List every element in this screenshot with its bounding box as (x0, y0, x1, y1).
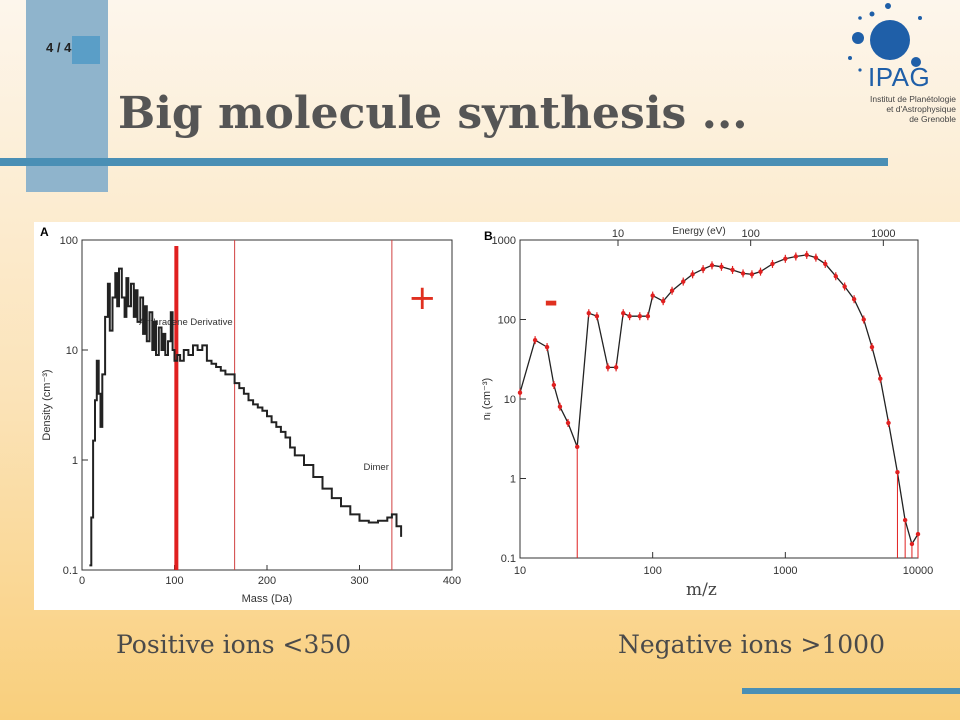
chart-positive-ions: A 0 100 200 300 400 0.1 1 10 100 Mass (Da) Density … (40, 225, 461, 605)
data-point (878, 376, 883, 381)
data-point (895, 470, 900, 475)
y-tick-label: 10 (66, 345, 78, 357)
ion-density-series (519, 254, 919, 546)
data-point (709, 263, 715, 268)
caption-positive-ions: Positive ions <350 (116, 630, 352, 659)
data-point (565, 420, 571, 426)
data-point (681, 279, 686, 284)
y-tick-label: 10 (504, 394, 516, 406)
y-tick-label: 100 (60, 235, 78, 247)
data-point (575, 444, 580, 450)
top-x-tick-label: 100 (741, 228, 759, 240)
title-rule (0, 158, 888, 166)
data-point (804, 252, 809, 258)
panel-label: B (484, 229, 493, 243)
data-point (637, 314, 643, 319)
data-point (851, 297, 857, 302)
data-point (586, 311, 591, 316)
data-point (557, 404, 563, 409)
x-axis-label: Mass (Da) (242, 593, 293, 605)
x-tick-label: 0 (79, 575, 85, 587)
data-point (594, 314, 600, 319)
density-series (89, 267, 403, 567)
x-tick-label: 200 (258, 575, 276, 587)
data-point (645, 314, 651, 319)
x-tick-label: 10000 (903, 565, 934, 577)
logo-subtitle: Institut de Planétologie et d'Astrophysi… (850, 94, 956, 124)
ipag-logo-icon (848, 3, 922, 72)
x-tick-label: 1000 (773, 565, 797, 577)
y-tick-label: 1 (510, 474, 516, 486)
data-point (517, 390, 523, 395)
data-point (770, 261, 775, 267)
x-tick-label: 10 (514, 565, 526, 577)
y-axis-label: Density (cm⁻³) (41, 369, 53, 440)
data-point (627, 314, 632, 319)
data-point (758, 269, 763, 274)
data-point (669, 288, 675, 293)
data-point (869, 344, 875, 350)
top-x-axis-label: Energy (eV) (672, 226, 725, 237)
logo-subtitle-line: de Grenoble (909, 114, 956, 124)
slide-number-box (72, 36, 100, 64)
logo-name: IPAG (868, 62, 931, 92)
logo-subtitle-line: Institut de Planétologie (869, 94, 956, 104)
slide-title: Big molecule synthesis ... (118, 88, 748, 139)
data-point (613, 365, 619, 370)
chart-negative-ions: B 10 100 1000 10000 10 100 1000 Energy (eV) 0.1 1 1… (481, 226, 934, 577)
x-tick-label: 300 (350, 575, 368, 587)
data-point (823, 261, 828, 267)
y-tick-label: 1 (72, 455, 78, 467)
slide-number: 4 / 4 (46, 40, 72, 55)
x-tick-label: 100 (165, 575, 183, 587)
y-axis-label: nᵢ (cm⁻³) (481, 378, 493, 420)
y-tick-label: 1000 (492, 235, 516, 247)
positive-sign: + (408, 278, 437, 318)
bottom-rule (742, 688, 960, 694)
data-point (621, 311, 626, 316)
data-point (660, 298, 666, 304)
data-point (650, 293, 655, 298)
data-point (886, 420, 891, 426)
data-point (749, 272, 755, 277)
data-point (719, 264, 724, 270)
y-tick-label: 0.1 (63, 565, 78, 577)
data-point (700, 266, 706, 272)
data-point (783, 256, 788, 262)
y-tick-label: 0.1 (501, 553, 516, 565)
figure-panel (34, 222, 960, 610)
data-point (909, 541, 915, 547)
plot-frame (519, 239, 919, 559)
y-tick-label: 100 (498, 315, 516, 327)
annotation-label: Anthracene Derivative (139, 317, 232, 328)
data-point (861, 317, 866, 322)
data-point (605, 365, 611, 370)
top-x-tick-label: 1000 (871, 228, 895, 240)
data-point (813, 255, 819, 260)
data-point (842, 284, 847, 289)
data-point (740, 271, 746, 276)
mz-label: m/z (686, 580, 717, 600)
logo-subtitle-line: et d'Astrophysique (886, 104, 956, 114)
data-point (915, 531, 921, 537)
annotation-label: Dimer (364, 462, 389, 473)
x-tick-label: 100 (643, 565, 661, 577)
caption-negative-ions: Negative ions >1000 (618, 630, 885, 659)
data-point (690, 272, 695, 277)
data-point (544, 344, 550, 350)
data-point (902, 517, 908, 523)
x-tick-label: 400 (443, 575, 461, 587)
data-point (532, 337, 538, 343)
data-point (833, 274, 838, 279)
data-point (793, 254, 799, 259)
negative-sign: - (544, 282, 559, 322)
top-x-tick-label: 10 (612, 228, 624, 240)
data-point (551, 382, 557, 388)
panel-label: A (40, 225, 49, 239)
data-point (730, 267, 735, 273)
